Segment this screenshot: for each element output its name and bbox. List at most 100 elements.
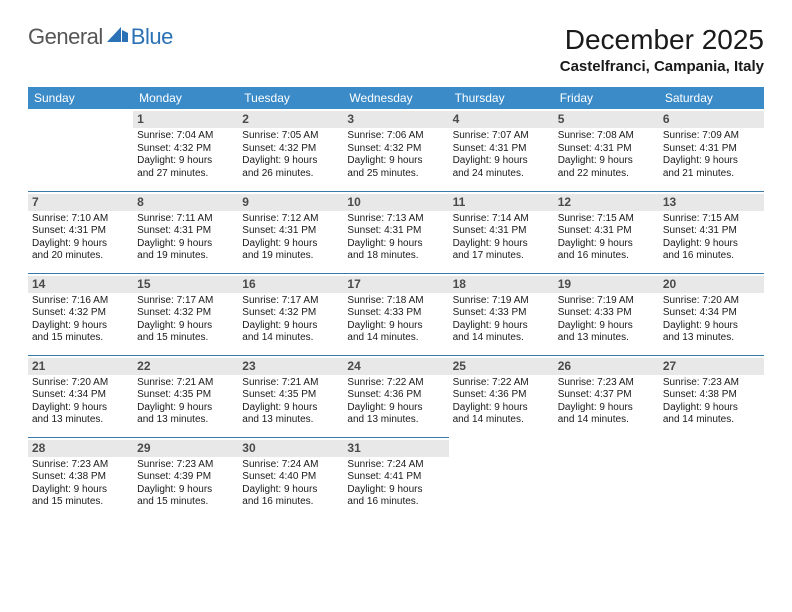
day-dayl2: and 13 minutes.: [32, 414, 129, 427]
day-dayl1: Daylight: 9 hours: [32, 484, 129, 497]
day-details: Sunrise: 7:06 AMSunset: 4:32 PMDaylight:…: [347, 130, 444, 180]
calendar-table: Sunday Monday Tuesday Wednesday Thursday…: [28, 87, 764, 519]
day-details: Sunrise: 7:08 AMSunset: 4:31 PMDaylight:…: [558, 130, 655, 180]
day-dayl1: Daylight: 9 hours: [137, 484, 234, 497]
day-dayl1: Daylight: 9 hours: [453, 155, 550, 168]
day-dayl2: and 19 minutes.: [137, 250, 234, 263]
day-dayl1: Daylight: 9 hours: [137, 320, 234, 333]
day-sunset: Sunset: 4:32 PM: [137, 143, 234, 156]
day-sunset: Sunset: 4:31 PM: [453, 143, 550, 156]
day-number: 23: [238, 358, 343, 375]
day-sunrise: Sunrise: 7:19 AM: [558, 295, 655, 308]
day-number: 28: [28, 440, 133, 457]
day-dayl2: and 25 minutes.: [347, 168, 444, 181]
day-details: Sunrise: 7:24 AMSunset: 4:41 PMDaylight:…: [347, 459, 444, 509]
day-dayl1: Daylight: 9 hours: [558, 155, 655, 168]
day-sunrise: Sunrise: 7:23 AM: [663, 377, 760, 390]
week-row: 1Sunrise: 7:04 AMSunset: 4:32 PMDaylight…: [28, 109, 764, 191]
day-cell: 23 Sunrise: 7:21 AMSunset: 4:35 PMDayligh…: [238, 355, 343, 437]
header-row: Sunday Monday Tuesday Wednesday Thursday…: [28, 87, 764, 109]
day-dayl1: Daylight: 9 hours: [663, 402, 760, 415]
day-sunrise: Sunrise: 7:19 AM: [453, 295, 550, 308]
day-details: Sunrise: 7:21 AMSunset: 4:35 PMDaylight:…: [242, 377, 339, 427]
day-number: 22: [133, 358, 238, 375]
day-sunrise: Sunrise: 7:09 AM: [663, 130, 760, 143]
day-number: 31: [343, 440, 448, 457]
day-sunset: Sunset: 4:33 PM: [453, 307, 550, 320]
day-sunset: Sunset: 4:31 PM: [663, 143, 760, 156]
day-dayl2: and 13 minutes.: [558, 332, 655, 345]
logo-text-general: General: [28, 24, 103, 50]
day-details: Sunrise: 7:17 AMSunset: 4:32 PMDaylight:…: [242, 295, 339, 345]
day-details: Sunrise: 7:20 AMSunset: 4:34 PMDaylight:…: [663, 295, 760, 345]
day-sunset: Sunset: 4:39 PM: [137, 471, 234, 484]
day-cell: 24Sunrise: 7:22 AMSunset: 4:36 PMDayligh…: [343, 355, 448, 437]
day-sunrise: Sunrise: 7:23 AM: [32, 459, 129, 472]
day-sunset: Sunset: 4:36 PM: [453, 389, 550, 402]
day-dayl2: and 15 minutes.: [32, 496, 129, 509]
day-dayl2: and 19 minutes.: [242, 250, 339, 263]
day-cell: 20Sunrise: 7:20 AMSunset: 4:34 PMDayligh…: [659, 273, 764, 355]
day-dayl1: Daylight: 9 hours: [242, 484, 339, 497]
day-dayl1: Daylight: 9 hours: [453, 238, 550, 251]
day-sunset: Sunset: 4:32 PM: [242, 143, 339, 156]
day-dayl2: and 22 minutes.: [558, 168, 655, 181]
day-details: Sunrise: 7:11 AMSunset: 4:31 PMDaylight:…: [137, 213, 234, 263]
day-number: 8: [133, 194, 238, 211]
day-dayl2: and 15 minutes.: [137, 496, 234, 509]
day-sunset: Sunset: 4:34 PM: [663, 307, 760, 320]
day-number: 13: [659, 194, 764, 211]
day-details: Sunrise: 7:23 AMSunset: 4:39 PMDaylight:…: [137, 459, 234, 509]
day-number: 27: [659, 358, 764, 375]
day-sunrise: Sunrise: 7:20 AM: [663, 295, 760, 308]
day-number: 21: [28, 358, 133, 375]
week-row: 21 Sunrise: 7:20 AMSunset: 4:34 PMDayligh…: [28, 355, 764, 437]
day-dayl1: Daylight: 9 hours: [242, 402, 339, 415]
day-sunset: Sunset: 4:36 PM: [347, 389, 444, 402]
day-dayl2: and 14 minutes.: [558, 414, 655, 427]
day-number: 12: [554, 194, 659, 211]
day-cell: [659, 437, 764, 519]
day-sunset: Sunset: 4:32 PM: [137, 307, 234, 320]
day-cell: 2Sunrise: 7:05 AMSunset: 4:32 PMDaylight…: [238, 109, 343, 191]
day-dayl1: Daylight: 9 hours: [32, 238, 129, 251]
day-dayl1: Daylight: 9 hours: [347, 238, 444, 251]
day-dayl2: and 26 minutes.: [242, 168, 339, 181]
day-sunset: Sunset: 4:31 PM: [558, 143, 655, 156]
week-row: 14Sunrise: 7:16 AMSunset: 4:32 PMDayligh…: [28, 273, 764, 355]
day-cell: 9Sunrise: 7:12 AMSunset: 4:31 PMDaylight…: [238, 191, 343, 273]
day-sunrise: Sunrise: 7:10 AM: [32, 213, 129, 226]
day-number: 17: [343, 276, 448, 293]
day-dayl2: and 16 minutes.: [558, 250, 655, 263]
day-sunrise: Sunrise: 7:23 AM: [137, 459, 234, 472]
day-dayl2: and 14 minutes.: [347, 332, 444, 345]
day-sunset: Sunset: 4:31 PM: [663, 225, 760, 238]
day-number: 25: [449, 358, 554, 375]
day-dayl1: Daylight: 9 hours: [242, 320, 339, 333]
day-number: 30: [238, 440, 343, 457]
day-dayl1: Daylight: 9 hours: [32, 402, 129, 415]
day-cell: 17Sunrise: 7:18 AMSunset: 4:33 PMDayligh…: [343, 273, 448, 355]
day-cell: 29Sunrise: 7:23 AMSunset: 4:39 PMDayligh…: [133, 437, 238, 519]
day-dayl2: and 14 minutes.: [453, 414, 550, 427]
day-sunset: Sunset: 4:35 PM: [137, 389, 234, 402]
day-dayl2: and 15 minutes.: [137, 332, 234, 345]
day-sunset: Sunset: 4:31 PM: [347, 225, 444, 238]
day-cell: 5Sunrise: 7:08 AMSunset: 4:31 PMDaylight…: [554, 109, 659, 191]
day-sunset: Sunset: 4:40 PM: [242, 471, 339, 484]
day-details: Sunrise: 7:20 AMSunset: 4:34 PMDaylight:…: [32, 377, 129, 427]
logo-text-blue: Blue: [131, 24, 173, 50]
day-sunrise: Sunrise: 7:07 AM: [453, 130, 550, 143]
day-sunrise: Sunrise: 7:04 AM: [137, 130, 234, 143]
day-dayl2: and 13 minutes.: [137, 414, 234, 427]
day-number: 4: [449, 111, 554, 128]
day-dayl1: Daylight: 9 hours: [242, 155, 339, 168]
day-dayl1: Daylight: 9 hours: [453, 402, 550, 415]
day-number: 16: [238, 276, 343, 293]
calendar-page: General Blue December 2025 Castelfranci,…: [0, 0, 792, 539]
day-cell: [554, 437, 659, 519]
day-sunset: Sunset: 4:31 PM: [558, 225, 655, 238]
day-dayl2: and 14 minutes.: [663, 414, 760, 427]
day-sunrise: Sunrise: 7:11 AM: [137, 213, 234, 226]
day-cell: 22Sunrise: 7:21 AMSunset: 4:35 PMDayligh…: [133, 355, 238, 437]
